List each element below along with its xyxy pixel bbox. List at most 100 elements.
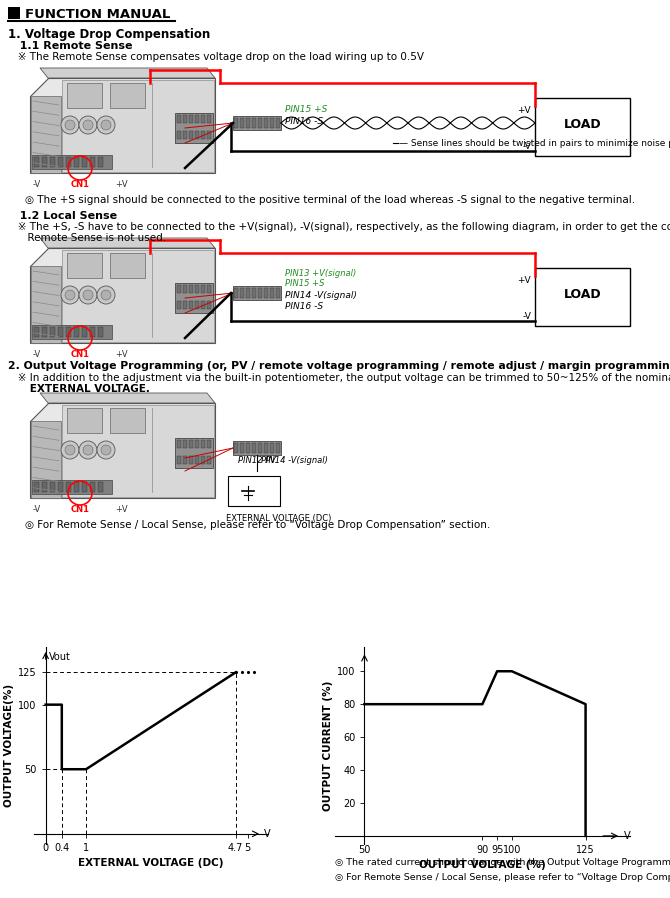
Bar bbox=[234, 443, 238, 453]
Text: 1.1 Remote Sense: 1.1 Remote Sense bbox=[8, 41, 133, 51]
Circle shape bbox=[97, 286, 115, 304]
Bar bbox=[234, 288, 238, 298]
Bar bbox=[207, 301, 211, 309]
Bar bbox=[177, 456, 181, 464]
Polygon shape bbox=[40, 238, 215, 248]
Bar bbox=[98, 327, 103, 337]
Bar bbox=[207, 115, 211, 123]
Bar bbox=[276, 118, 280, 128]
Text: PIN15 +S: PIN15 +S bbox=[285, 279, 324, 288]
Circle shape bbox=[65, 290, 75, 300]
Text: +V: +V bbox=[115, 350, 127, 359]
Bar bbox=[62, 250, 214, 342]
Text: — Sense lines should be twisted in pairs to minimize noise pick-up.: — Sense lines should be twisted in pairs… bbox=[399, 138, 670, 147]
Bar bbox=[252, 118, 256, 128]
Bar bbox=[201, 285, 205, 293]
X-axis label: OUTPUT VOLTAGE (%): OUTPUT VOLTAGE (%) bbox=[419, 860, 546, 870]
Bar bbox=[82, 482, 87, 492]
Circle shape bbox=[65, 120, 75, 130]
Circle shape bbox=[61, 286, 79, 304]
Text: FUNCTION MANUAL: FUNCTION MANUAL bbox=[25, 8, 170, 21]
Text: 1.2 Local Sense: 1.2 Local Sense bbox=[8, 211, 117, 221]
Bar bbox=[82, 157, 87, 167]
Bar bbox=[228, 476, 280, 506]
Bar bbox=[32, 155, 112, 169]
Bar bbox=[252, 443, 256, 453]
Bar bbox=[32, 325, 112, 339]
Text: ◎ For Remote Sense / Local Sense, please refer to “Voltage Drop Compensation” se: ◎ For Remote Sense / Local Sense, please… bbox=[25, 520, 490, 530]
Bar bbox=[246, 443, 250, 453]
Bar bbox=[264, 443, 268, 453]
Bar bbox=[195, 440, 199, 448]
Text: ◎ For Remote Sense / Local Sense, please refer to “Voltage Drop Compensation” se: ◎ For Remote Sense / Local Sense, please… bbox=[335, 873, 670, 882]
Text: PIN12 PV: PIN12 PV bbox=[238, 456, 276, 465]
Text: PIN15 +S: PIN15 +S bbox=[285, 105, 328, 114]
Bar bbox=[82, 327, 87, 337]
Bar bbox=[110, 253, 145, 278]
Polygon shape bbox=[40, 393, 215, 403]
Text: +V: +V bbox=[115, 505, 127, 514]
Text: +V: +V bbox=[517, 276, 531, 285]
Bar bbox=[183, 301, 187, 309]
Bar bbox=[183, 115, 187, 123]
Bar bbox=[31, 421, 61, 498]
Bar bbox=[201, 131, 205, 139]
Circle shape bbox=[83, 445, 93, 455]
Bar bbox=[67, 408, 102, 433]
Bar bbox=[258, 443, 262, 453]
Bar bbox=[207, 440, 211, 448]
Bar bbox=[207, 285, 211, 293]
Bar bbox=[110, 408, 145, 433]
Bar bbox=[8, 7, 20, 19]
Text: V: V bbox=[264, 829, 271, 839]
Text: CN1: CN1 bbox=[70, 180, 90, 189]
Bar bbox=[110, 83, 145, 108]
Bar bbox=[535, 268, 630, 326]
Circle shape bbox=[83, 290, 93, 300]
Text: ※ The Remote Sense compensates voltage drop on the load wiring up to 0.5V: ※ The Remote Sense compensates voltage d… bbox=[8, 52, 424, 62]
Y-axis label: OUTPUT CURRENT (%): OUTPUT CURRENT (%) bbox=[323, 680, 333, 811]
Text: PIN16 -S: PIN16 -S bbox=[285, 117, 323, 126]
Bar bbox=[201, 301, 205, 309]
Text: PIN13 +V(signal): PIN13 +V(signal) bbox=[285, 269, 356, 278]
Text: EXTERNAL VOLTAGE (DC): EXTERNAL VOLTAGE (DC) bbox=[226, 514, 332, 523]
Bar bbox=[32, 480, 112, 494]
Text: LOAD: LOAD bbox=[563, 287, 601, 301]
Bar bbox=[177, 131, 181, 139]
Text: ※ In addition to the adjustment via the built-in potentiometer, the output volta: ※ In addition to the adjustment via the … bbox=[8, 373, 670, 383]
Bar bbox=[246, 288, 250, 298]
Circle shape bbox=[97, 441, 115, 459]
Bar bbox=[67, 83, 102, 108]
Bar bbox=[189, 131, 193, 139]
Bar bbox=[258, 288, 262, 298]
Bar bbox=[62, 405, 214, 497]
Circle shape bbox=[65, 445, 75, 455]
Y-axis label: OUTPUT VOLTAGE(%): OUTPUT VOLTAGE(%) bbox=[4, 683, 14, 807]
Circle shape bbox=[79, 441, 97, 459]
Bar bbox=[270, 443, 274, 453]
Bar bbox=[201, 115, 205, 123]
Bar bbox=[240, 288, 244, 298]
Bar bbox=[189, 115, 193, 123]
Bar bbox=[183, 456, 187, 464]
Polygon shape bbox=[30, 248, 215, 343]
Bar bbox=[58, 482, 63, 492]
Bar bbox=[31, 266, 61, 343]
Bar bbox=[234, 118, 238, 128]
Bar bbox=[177, 301, 181, 309]
Bar bbox=[195, 301, 199, 309]
Bar bbox=[34, 482, 39, 492]
Bar bbox=[175, 283, 213, 313]
Bar bbox=[207, 131, 211, 139]
Bar bbox=[90, 157, 95, 167]
Text: PIN16 -S: PIN16 -S bbox=[285, 302, 323, 311]
Bar bbox=[270, 118, 274, 128]
Text: PIN14 -V(signal): PIN14 -V(signal) bbox=[261, 456, 328, 465]
Bar bbox=[98, 157, 103, 167]
Bar bbox=[67, 253, 102, 278]
Bar bbox=[90, 327, 95, 337]
Polygon shape bbox=[30, 403, 215, 498]
Bar bbox=[58, 157, 63, 167]
X-axis label: EXTERNAL VOLTAGE (DC): EXTERNAL VOLTAGE (DC) bbox=[78, 858, 224, 868]
Text: -V: -V bbox=[33, 350, 42, 359]
